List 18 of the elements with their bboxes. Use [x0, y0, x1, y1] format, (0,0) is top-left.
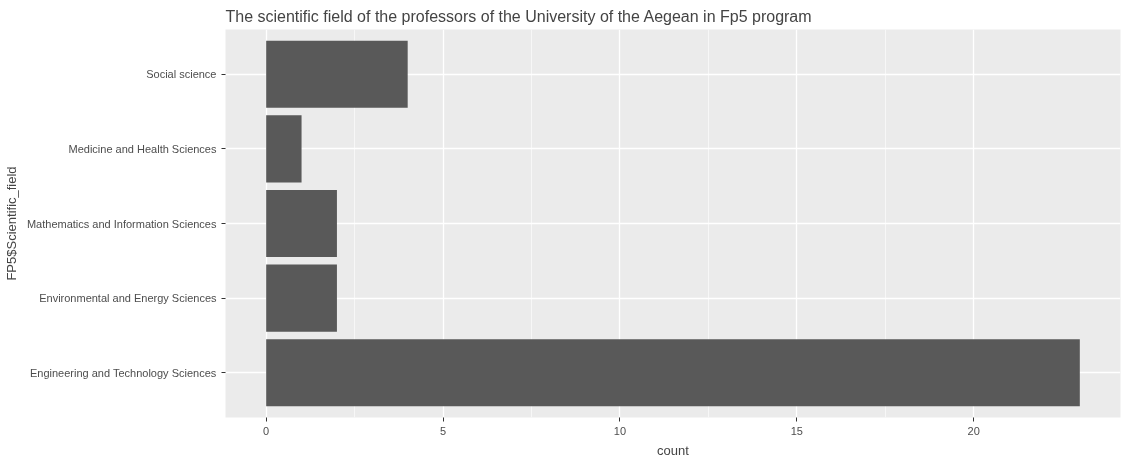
x-tick-label: 15	[790, 424, 803, 437]
y-tick-label: Environmental and Energy Sciences	[39, 292, 217, 305]
y-tick-label: Engineering and Technology Sciences	[29, 366, 217, 379]
x-tick-label: 0	[263, 424, 270, 437]
bar	[266, 40, 408, 108]
y-tick-label: Mathematics and Information Sciences	[26, 217, 217, 230]
x-tick-label: 10	[613, 424, 627, 437]
y-axis-title: FP5$Scientific_field	[3, 166, 19, 281]
x-tick-label: 20	[967, 424, 980, 437]
bar	[266, 189, 337, 258]
chart-title: The scientific field of the professors of the University of the Aegean in Fp5 program	[225, 7, 812, 25]
x-axis-title: count	[657, 442, 690, 458]
y-tick-label: Social science	[146, 68, 217, 81]
bar	[266, 264, 337, 332]
bar	[266, 339, 1080, 407]
bar	[266, 115, 302, 183]
x-tick-label: 5	[440, 424, 447, 437]
y-tick-label: Medicine and Health Sciences	[68, 142, 217, 155]
